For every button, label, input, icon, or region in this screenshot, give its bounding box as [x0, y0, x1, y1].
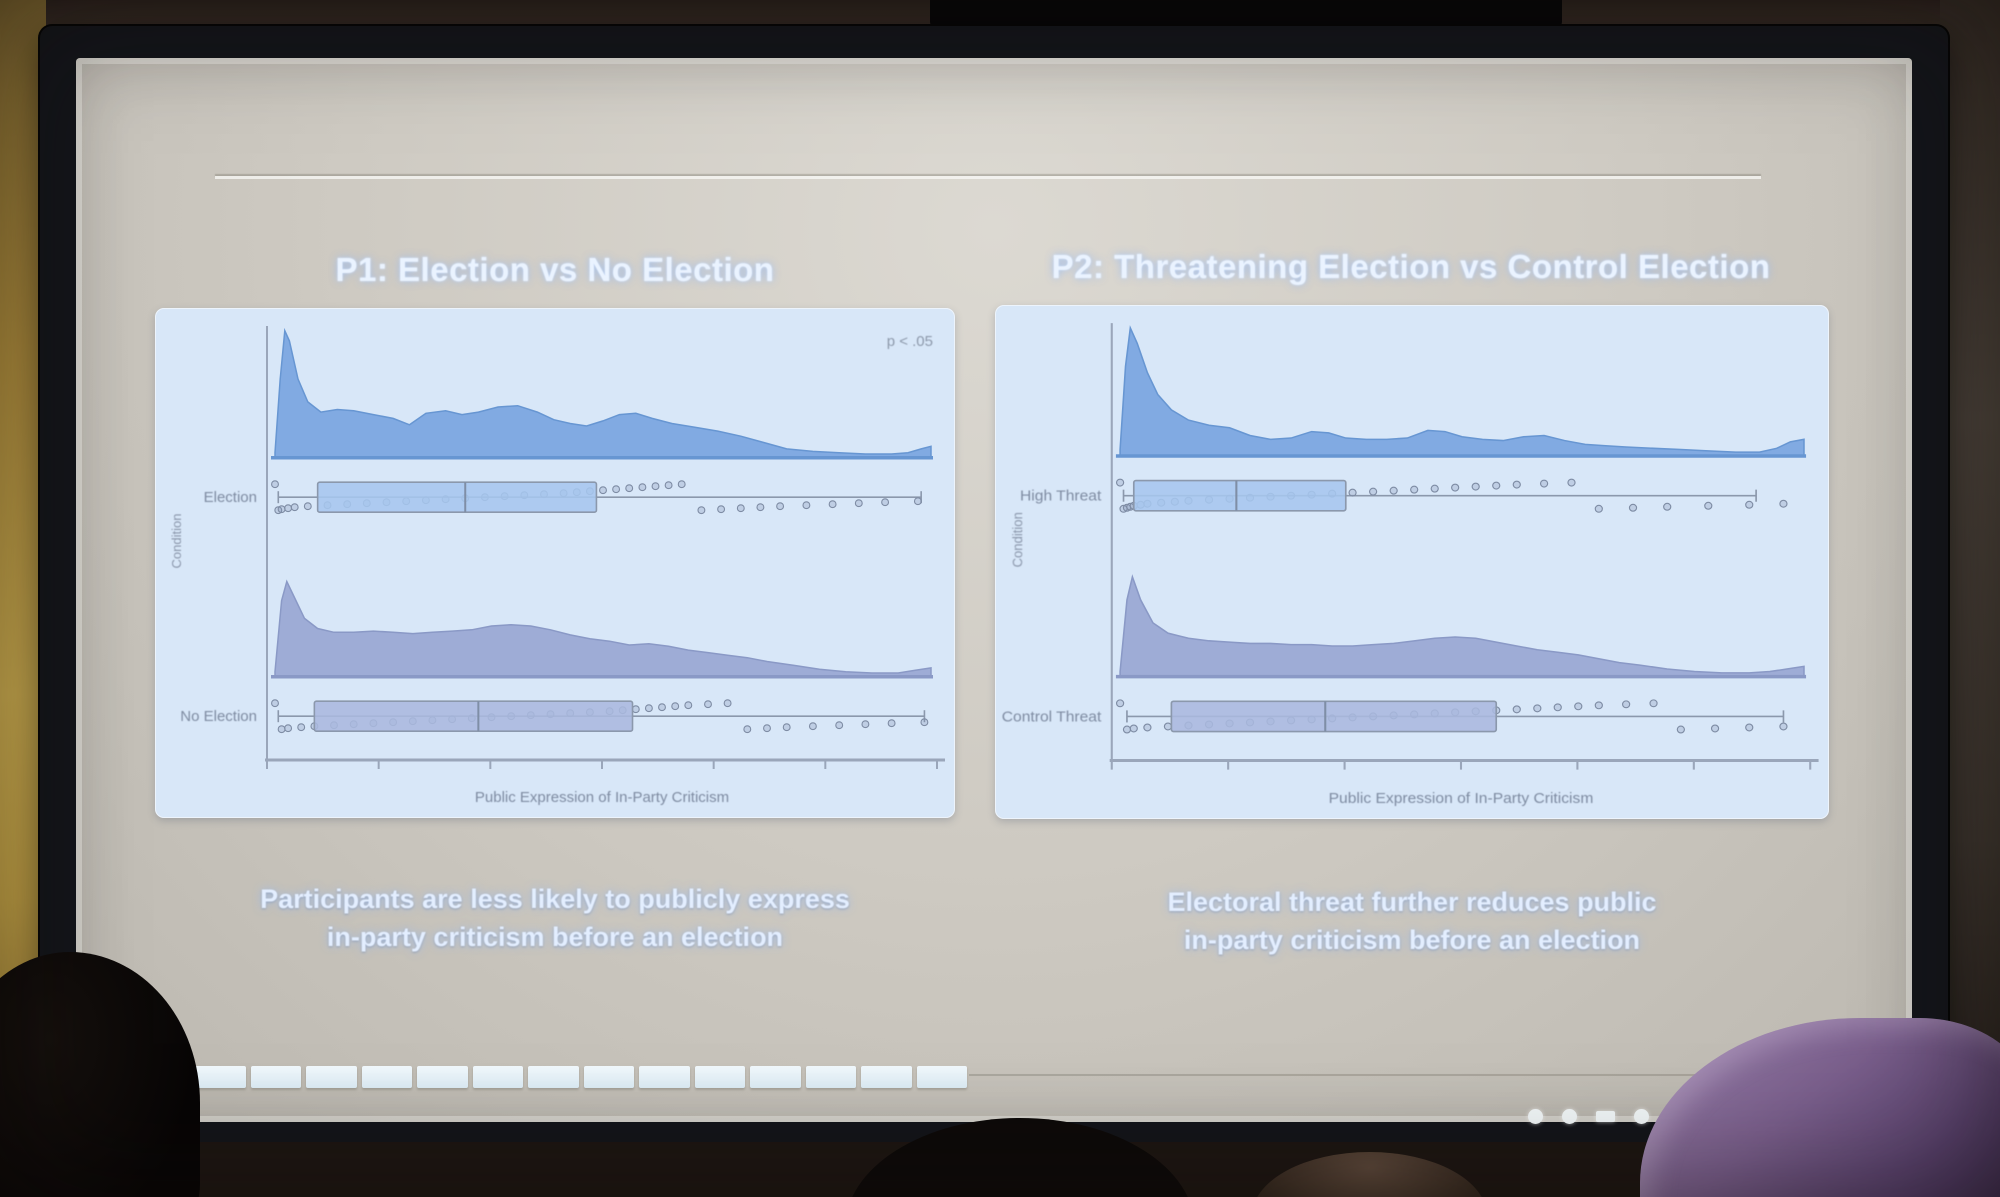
projection-screen: P1: Election vs No Election P2: Threaten…	[76, 58, 1912, 1124]
caption-p2: Electoral threat further reduces public …	[995, 883, 1829, 959]
film-segment	[417, 1066, 468, 1088]
chart-title-p2: P2: Threatening Election vs Control Elec…	[1051, 248, 1771, 285]
chart-panel-p1: Election No Election Public Expression of …	[155, 308, 955, 818]
film-segment	[361, 1066, 412, 1088]
film-segment	[861, 1066, 912, 1088]
chart-panel-p2: High Threat Control Threat Public Expressi…	[995, 305, 1829, 819]
svg-text:p < .05: p < .05	[887, 333, 933, 350]
screen-bezel: P1: Election vs No Election P2: Threaten…	[40, 26, 1948, 1158]
raincloud-chart-p2: High Threat Control Threat Public Expressi…	[1002, 323, 1819, 807]
film-segment	[639, 1066, 690, 1088]
film-segment	[750, 1066, 801, 1088]
svg-text:Condition: Condition	[169, 514, 184, 569]
caption-p2-line1: Electoral threat further reduces public	[1167, 887, 1657, 917]
wall-right	[1940, 0, 2000, 1197]
film-segment	[805, 1066, 856, 1088]
caption-p2-line2: in-party criticism before an election	[1183, 925, 1641, 955]
strip-shadow-line	[969, 1074, 1729, 1076]
raincloud-chart-p1: Election No Election Public Expression of …	[169, 326, 945, 806]
chart-title-p1: P1: Election vs No Election	[335, 251, 775, 288]
slide-thumbnail-strip	[195, 1064, 967, 1090]
svg-text:No Election: No Election	[180, 708, 257, 725]
svg-text:Condition: Condition	[1010, 512, 1025, 567]
svg-text:Public Expression of In-Party: Public Expression of In-Party Criticism	[475, 789, 729, 806]
film-segment	[528, 1066, 579, 1088]
film-segment	[472, 1066, 523, 1088]
film-segment	[916, 1066, 967, 1088]
page-dot-icon	[1528, 1108, 1543, 1124]
caption-p1: Participants are less likely to publicly…	[155, 880, 955, 956]
page-dot-icon	[1634, 1108, 1649, 1124]
page-dot-icon	[1562, 1108, 1577, 1124]
film-segment	[306, 1066, 357, 1088]
film-segment	[195, 1066, 246, 1088]
film-segment	[250, 1066, 301, 1088]
svg-text:Election: Election	[204, 489, 257, 506]
svg-text:High Threat: High Threat	[1020, 488, 1102, 505]
page-bar-icon	[1596, 1110, 1615, 1122]
film-segment	[694, 1066, 745, 1088]
svg-text:Public Expression of In-Party: Public Expression of In-Party Criticism	[1329, 790, 1594, 807]
svg-text:Control Threat: Control Threat	[1002, 709, 1102, 726]
film-segment	[583, 1066, 634, 1088]
caption-p1-line2: in-party criticism before an election	[326, 922, 784, 952]
slide-divider-line	[215, 176, 1761, 179]
caption-p1-line1: Participants are less likely to publicly…	[260, 884, 850, 914]
projector-housing	[930, 0, 1562, 27]
